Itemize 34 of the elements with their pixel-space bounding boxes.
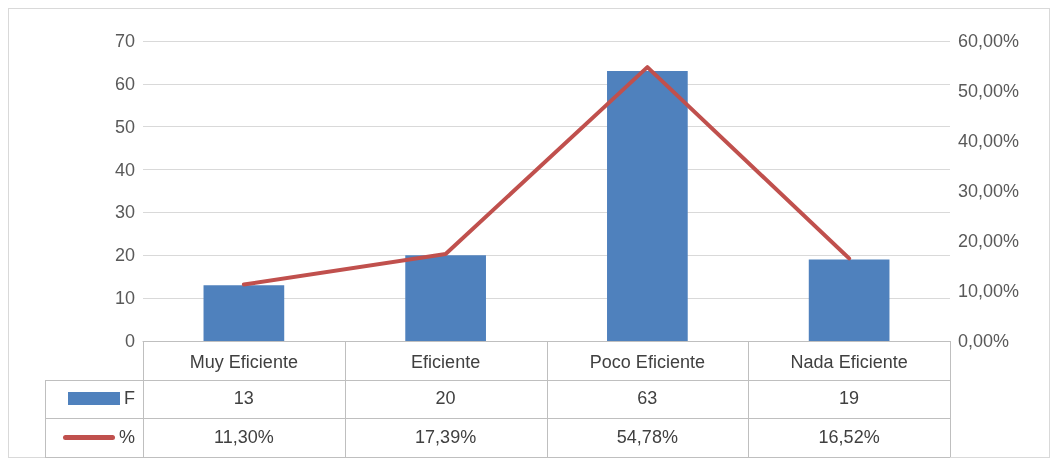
y2-tick-label: 40,00%	[958, 131, 1020, 151]
x-tick-label: Muy Eficiente	[189, 352, 298, 372]
y2-tick-label: 50,00%	[958, 81, 1020, 101]
x-tick-label: Nada Eficiente	[790, 352, 908, 372]
data-label: 16,52%	[817, 425, 881, 449]
bar	[203, 285, 285, 341]
data-label: 54,78%	[615, 425, 679, 449]
y2-tick-label: 10,00%	[958, 281, 1020, 301]
x-tick-label: Eficiente	[411, 352, 481, 372]
y-tick-label: 50	[114, 116, 135, 137]
y2-tick-label: 30,00%	[958, 181, 1020, 201]
y-tick-label: 30	[114, 202, 135, 223]
data-label: 20	[434, 387, 457, 411]
bar	[405, 255, 486, 341]
x-tick-label: Poco Eficiente	[589, 352, 705, 372]
data-label: 11,30%	[213, 425, 275, 449]
y-tick-label: 20	[114, 245, 135, 266]
y-tick-label: 10	[114, 288, 135, 309]
data-label: 13	[232, 387, 255, 411]
y-tick-label: 70	[114, 31, 135, 51]
data-label: 19	[838, 387, 861, 411]
y2-tick-label: 0,00%	[958, 331, 1010, 351]
y2-tick-label: 60,00%	[958, 31, 1020, 51]
legend-label: F	[124, 388, 135, 410]
y-tick-label: 0	[124, 331, 135, 351]
line-series	[241, 65, 852, 287]
y-tick-label: 60	[114, 73, 135, 94]
data-label: 17,39%	[414, 425, 478, 449]
legend-label: %	[118, 426, 135, 448]
y-tick-label: 40	[114, 159, 135, 180]
bar	[607, 71, 688, 341]
bar	[808, 259, 890, 341]
data-label: 63	[636, 387, 659, 411]
y2-tick-label: 20,00%	[958, 231, 1020, 251]
